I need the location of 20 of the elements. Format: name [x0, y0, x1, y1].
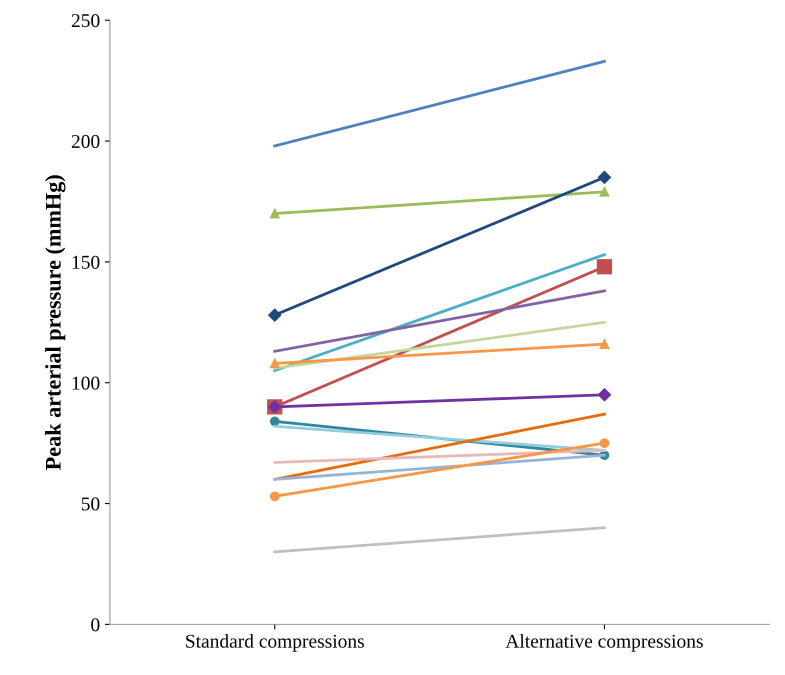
- point: [600, 438, 610, 448]
- point: [596, 259, 612, 274]
- point: [598, 388, 612, 402]
- point: [600, 339, 610, 349]
- point: [270, 416, 280, 426]
- y-tick-label: 250: [72, 14, 100, 28]
- y-tick-label: 200: [72, 134, 100, 148]
- y-axis-title: Peak arterial pressure (mmHg): [45, 175, 66, 470]
- point: [268, 308, 282, 322]
- point: [600, 186, 610, 197]
- y-tick-label: 100: [72, 376, 100, 390]
- y-tick-label: 50: [82, 497, 100, 510]
- point: [270, 208, 280, 218]
- y-tick-label: 150: [72, 256, 100, 269]
- x-tick-label: Alternative compressions: [506, 634, 703, 652]
- y-tick-label: 0: [91, 618, 100, 632]
- point: [270, 358, 280, 368]
- point: [270, 491, 280, 502]
- x-tick-label: Standard compressions: [186, 634, 364, 652]
- point: [598, 170, 612, 184]
